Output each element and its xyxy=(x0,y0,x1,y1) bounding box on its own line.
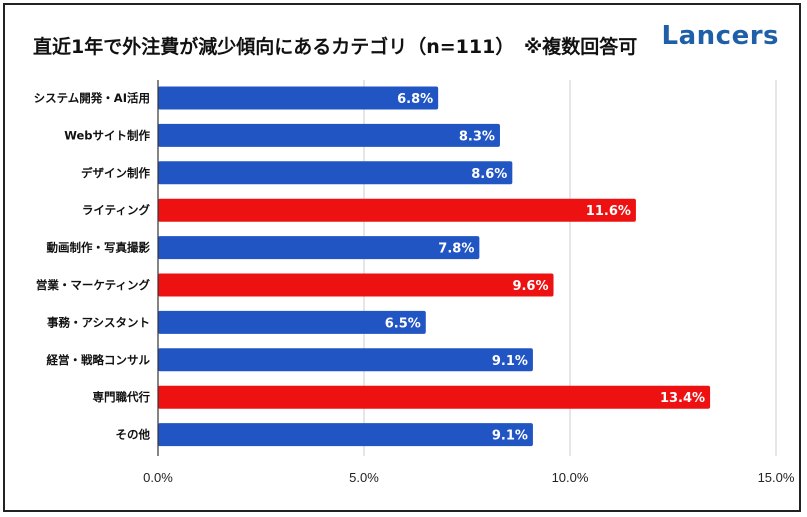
category-label: Webサイト制作 xyxy=(64,128,150,142)
bar-value-label: 9.1% xyxy=(492,354,528,369)
category-label: ライティング xyxy=(82,203,151,217)
bar xyxy=(158,123,500,147)
bar xyxy=(158,86,439,110)
category-label: デザイン制作 xyxy=(81,166,150,180)
bar xyxy=(158,198,636,222)
category-label: その他 xyxy=(116,428,151,442)
bar xyxy=(158,273,554,297)
bar-value-label: 6.5% xyxy=(385,316,421,331)
bar xyxy=(158,161,513,185)
category-label: 経営・戦略コンサル xyxy=(47,353,151,367)
bar-value-label: 9.6% xyxy=(512,279,548,294)
category-label: 動画制作・写真撮影 xyxy=(47,241,151,255)
bar-value-label: 8.3% xyxy=(459,129,495,144)
bar-value-label: 11.6% xyxy=(586,204,631,219)
bar-value-label: 13.4% xyxy=(660,391,705,406)
bar-value-label: 8.6% xyxy=(471,167,507,182)
category-label: 営業・マーケティング xyxy=(36,278,151,292)
bar xyxy=(158,236,480,260)
x-tick-label: 0.0% xyxy=(143,470,173,485)
x-tick-label: 5.0% xyxy=(349,470,379,485)
lancers-logo: Lancers xyxy=(661,21,779,51)
x-tick-label: 10.0% xyxy=(552,470,589,485)
bar xyxy=(158,423,533,447)
bar xyxy=(158,348,533,372)
bar xyxy=(158,310,426,334)
bar-value-label: 9.1% xyxy=(492,429,528,444)
chart-title: 直近1年で外注費が減少傾向にあるカテゴリ（n=111） ※複数回答可 xyxy=(33,36,638,58)
category-label: 専門職代行 xyxy=(93,390,151,404)
x-tick-label: 15.0% xyxy=(758,470,795,485)
bar xyxy=(158,385,711,409)
category-label: システム開発・AI活用 xyxy=(34,91,150,105)
bar-value-label: 7.8% xyxy=(438,242,474,257)
bar-value-label: 6.8% xyxy=(397,92,433,107)
category-label: 事務・アシスタント xyxy=(47,315,150,329)
